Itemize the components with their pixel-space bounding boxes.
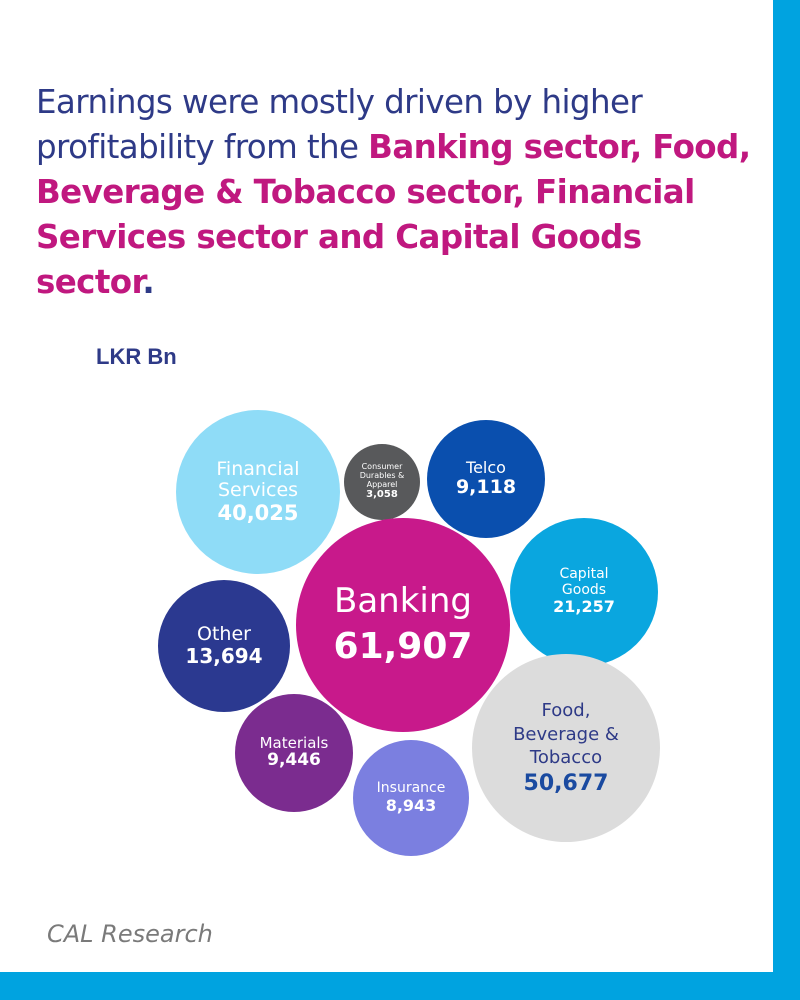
bubble-value: 9,446 (267, 750, 321, 771)
source-footer: CAL Research (47, 920, 213, 948)
bubble-label: Consumer Durables & Apparel (359, 462, 405, 489)
bubble-label: Capital Goods (559, 566, 609, 598)
bubble-value: 13,694 (185, 643, 263, 668)
bubble-insurance: Insurance 8,943 (353, 740, 469, 856)
bubble-label: Banking (334, 580, 472, 621)
headline: Earnings were mostly driven by higher pr… (36, 80, 766, 305)
bubble-value: 9,118 (455, 475, 517, 498)
bubble-value: 40,025 (217, 500, 299, 525)
bubble-capital-goods: Capital Goods 21,257 (510, 518, 658, 666)
bubble-other: Other 13,694 (158, 580, 290, 712)
bubble-consumer-durables-apparel: Consumer Durables & Apparel 3,058 (344, 444, 420, 520)
bubble-value: 3,058 (366, 489, 398, 501)
bubble-value: 50,677 (523, 771, 609, 797)
bubble-value: 61,907 (333, 626, 473, 667)
bubble-materials: Materials 9,446 (235, 694, 353, 812)
headline-end: . (142, 263, 155, 301)
bubble-label: Materials (259, 733, 329, 752)
bubble-label: Financial Services (216, 458, 300, 501)
bubble-value: 8,943 (385, 795, 437, 815)
bottom-accent-bar (0, 972, 800, 1000)
bubble-label: Insurance (376, 780, 446, 797)
bubble-label: Other (197, 623, 251, 646)
bubble-food-beverage-tobacco: Food, Beverage & Tobacco 50,677 (472, 654, 660, 842)
bubble-label: Food, Beverage & Tobacco (513, 700, 619, 769)
bubble-label: Telco (466, 458, 506, 478)
bubble-banking: Banking 61,907 (296, 518, 510, 732)
right-accent-bar (773, 0, 800, 1000)
headline-plain: Earnings were mostly driven by higher pr… (36, 83, 643, 166)
unit-label: LKR Bn (96, 344, 177, 369)
bubble-telco: Telco 9,118 (427, 420, 545, 538)
headline-highlight: Banking sector, Food, Beverage & Tobacco… (36, 128, 751, 301)
bubble-financial-services: Financial Services 40,025 (176, 410, 340, 574)
bubble-value: 21,257 (553, 597, 615, 617)
